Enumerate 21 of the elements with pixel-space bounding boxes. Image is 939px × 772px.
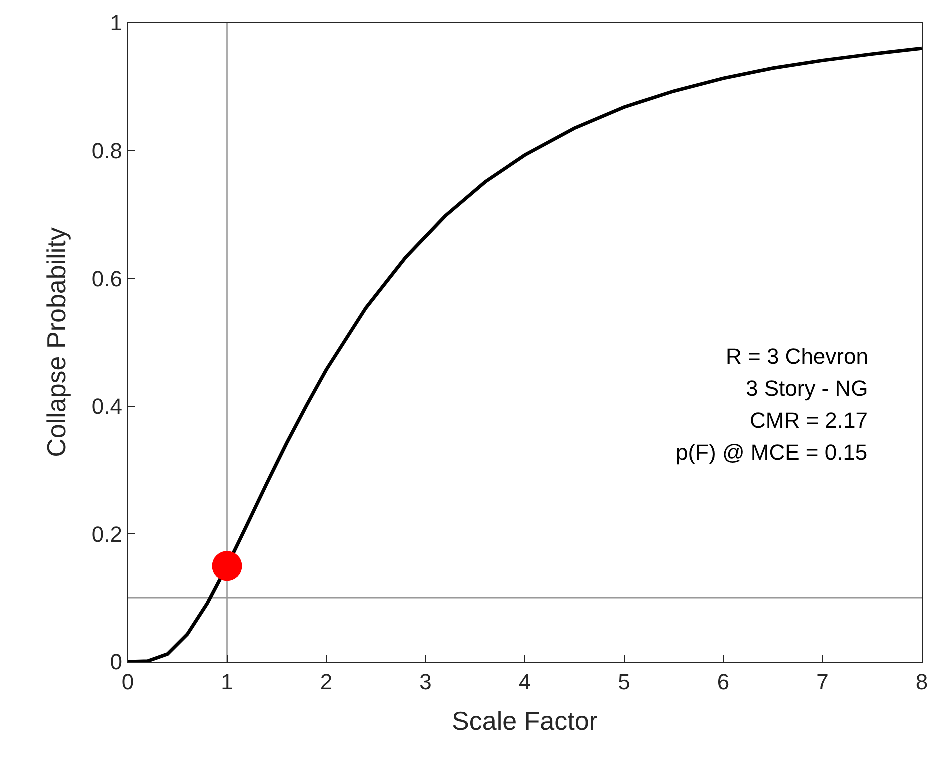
annotation: CMR = 2.17 — [750, 408, 868, 433]
x-tick-label: 6 — [717, 670, 730, 695]
y-tick-label: 0.2 — [92, 522, 122, 547]
x-tick-label: 7 — [816, 670, 829, 695]
y-tick-label: 0 — [110, 650, 122, 675]
annotation: R = 3 Chevron — [726, 344, 868, 369]
y-tick-label: 1 — [110, 10, 122, 36]
x-tick-label: 3 — [420, 670, 432, 695]
annotation: 3 Story - NG — [746, 376, 868, 401]
x-tick-label: 2 — [320, 670, 333, 695]
y-tick-label: 0.4 — [92, 394, 122, 420]
y-tick-label: 0.6 — [92, 266, 122, 292]
y-axis-title: Collapse Probability — [41, 228, 72, 458]
x-tick-label: 8 — [916, 670, 928, 695]
x-axis-title: Scale Factor — [452, 706, 598, 736]
x-tick-label: 1 — [221, 670, 234, 695]
x-tick-label: 4 — [518, 670, 532, 695]
y-tick-label: 0.8 — [92, 138, 122, 164]
annotation: p(F) @ MCE = 0.15 — [676, 440, 868, 465]
x-tick-label: 5 — [618, 670, 630, 695]
line-series — [128, 46, 922, 662]
